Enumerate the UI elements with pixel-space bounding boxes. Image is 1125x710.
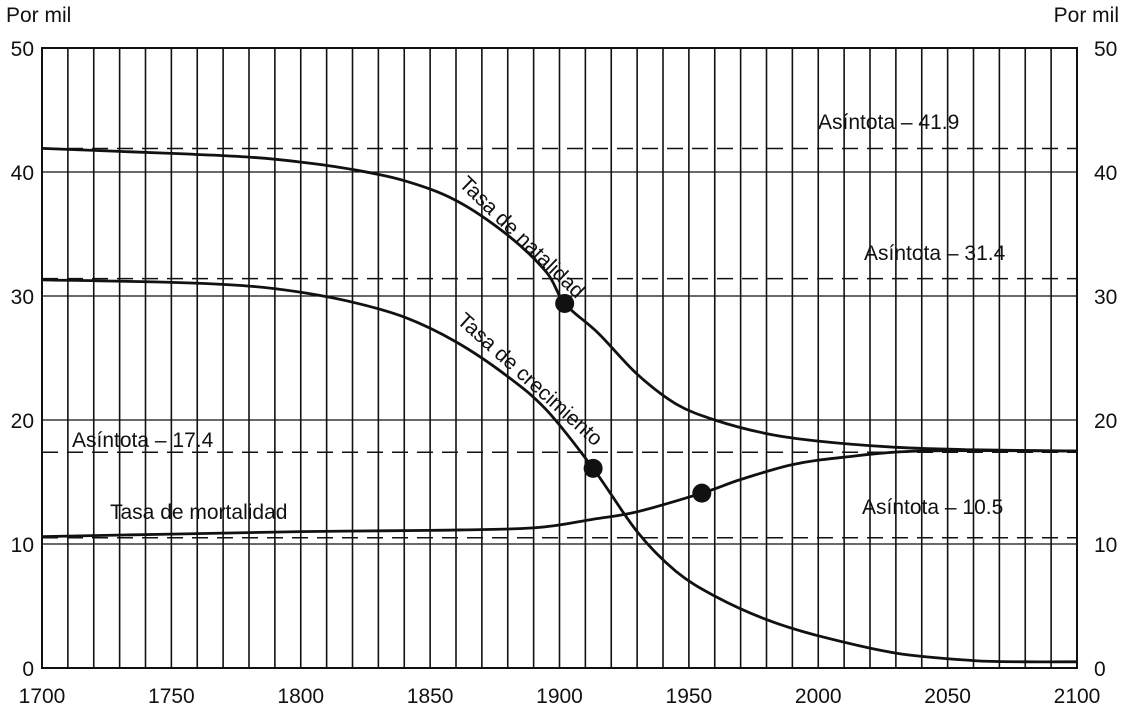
data-marker	[583, 458, 603, 478]
y-axis-label-left: Por mil	[6, 4, 71, 27]
x-tick-label: 2050	[924, 685, 971, 708]
y-tick-label-left: 30	[11, 286, 34, 309]
asymptote-label-41-9: Asíntota – 41.9	[818, 111, 959, 134]
x-tick-label: 1850	[407, 685, 454, 708]
y-tick-label-left: 20	[11, 410, 34, 433]
series-label-crecimiento: Tasa de crecimiento	[453, 309, 607, 451]
asymptote-label-10-5: Asíntota – 10.5	[862, 496, 1003, 519]
y-tick-label-right: 0	[1094, 658, 1106, 681]
x-tick-label: 2000	[795, 685, 842, 708]
y-tick-label-left: 40	[11, 162, 34, 185]
x-tick-label: 1700	[19, 685, 66, 708]
series-line-tasa-de-mortalidad	[41, 449, 1078, 538]
data-marker	[692, 483, 712, 503]
y-tick-label-left: 10	[11, 534, 34, 557]
y-tick-label-right: 30	[1094, 286, 1117, 309]
x-tick-label: 1750	[148, 685, 195, 708]
asymptote-label-17-4: Asíntota – 17.4	[72, 429, 214, 452]
x-tick-label: 2100	[1054, 685, 1101, 708]
x-tick-label: 1950	[666, 685, 713, 708]
data-marker	[555, 293, 575, 313]
y-tick-label-left: 50	[11, 38, 34, 61]
markers	[555, 293, 712, 503]
y-tick-label-right: 20	[1094, 410, 1117, 433]
y-tick-label-right: 10	[1094, 534, 1117, 557]
asymptote-label-31-4: Asíntota – 31.4	[864, 242, 1006, 265]
y-tick-label-left: 0	[22, 658, 34, 681]
grid	[42, 48, 1077, 668]
y-tick-label-right: 50	[1094, 38, 1117, 61]
plot-frame	[41, 47, 1078, 669]
x-tick-label: 1800	[277, 685, 324, 708]
y-tick-label-right: 40	[1094, 162, 1117, 185]
x-tick-label: 1900	[536, 685, 583, 708]
series-label-natalidad: Tasa de natalidad	[455, 172, 589, 303]
series-label-mortalidad: Tasa de mortalidad	[110, 501, 287, 524]
y-axis-label-right: Por mil	[1054, 4, 1119, 27]
